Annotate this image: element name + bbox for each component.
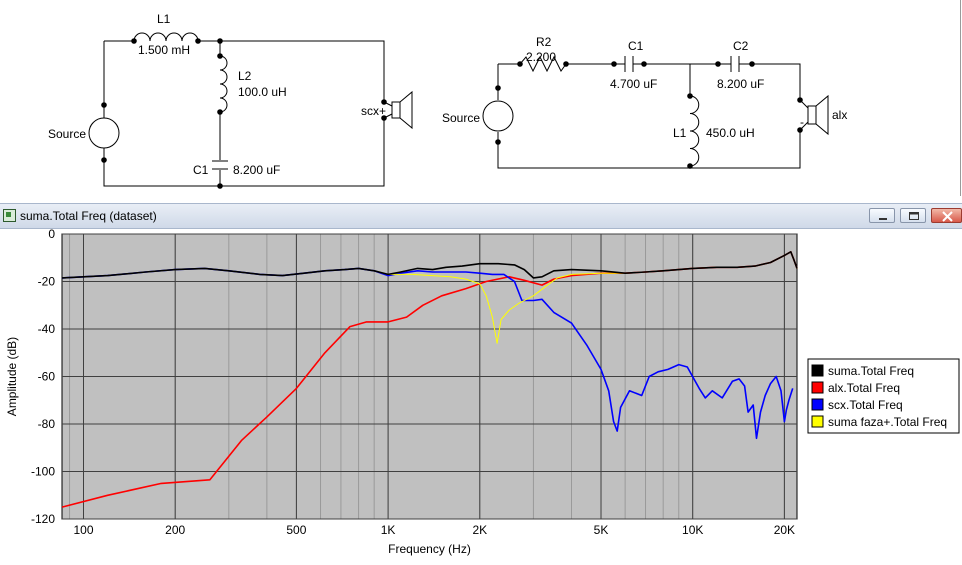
x-tick-label: 200 bbox=[165, 523, 185, 537]
maximize-button[interactable] bbox=[900, 208, 926, 223]
right-r2-ref: R2 bbox=[536, 35, 552, 49]
y-tick-label: -80 bbox=[38, 417, 56, 431]
right-c2-capacitor-icon bbox=[728, 56, 742, 72]
legend-box bbox=[807, 358, 960, 434]
legend: suma.Total Freq alx.Total Freq scx.Total F… bbox=[807, 358, 960, 434]
x-axis-ticks: 100 200 500 1K 2K 5K 10K 20K bbox=[73, 523, 795, 537]
y-tick-label: 0 bbox=[48, 228, 55, 241]
minimize-button[interactable] bbox=[869, 208, 895, 223]
right-r2-value: 2.200 bbox=[526, 50, 556, 64]
x-tick-label: 20K bbox=[774, 523, 795, 537]
x-axis-label: Frequency (Hz) bbox=[388, 542, 471, 556]
y-tick-label: -120 bbox=[31, 512, 55, 526]
right-r2-resistor-icon bbox=[519, 55, 567, 73]
chart-svg: 100 200 500 1K 2K 5K 10K 20K 0 -20 -40 -60 -80 -100 -… bbox=[5, 227, 960, 556]
x-tick-label: 500 bbox=[286, 523, 306, 537]
left-l2-coil-icon bbox=[219, 55, 228, 113]
left-l1-ref: L1 bbox=[157, 12, 171, 26]
legend-entry: alx.Total Freq bbox=[828, 381, 900, 395]
y-axis-ticks: 0 -20 -40 -60 -80 -100 -120 bbox=[31, 227, 56, 526]
right-l1-ref: L1 bbox=[673, 126, 687, 140]
schematic-canvas: L1 1.500 mH L2 100.0 uH C1 8.200 uF Sour… bbox=[48, 12, 847, 189]
y-axis-label: Amplitude (dB) bbox=[5, 337, 19, 416]
left-c1-value: 8.200 uF bbox=[233, 163, 280, 177]
x-tick-label: 2K bbox=[472, 523, 487, 537]
left-junction-dots bbox=[101, 38, 387, 189]
right-speaker-icon bbox=[799, 94, 829, 136]
schematic-frame bbox=[0, 0, 961, 196]
frequency-response-plot[interactable]: 100 200 500 1K 2K 5K 10K 20K 0 -20 -40 -60 -80 -100 -… bbox=[0, 227, 962, 560]
left-speaker-icon bbox=[383, 90, 413, 130]
right-c2-ref: C2 bbox=[733, 39, 749, 53]
right-junction-dots bbox=[495, 61, 803, 169]
right-driver-label: alx bbox=[832, 108, 847, 122]
left-source-label: Source bbox=[48, 127, 86, 141]
legend-entry: suma faza+.Total Freq bbox=[828, 415, 947, 429]
y-tick-label: -20 bbox=[38, 275, 56, 289]
close-button[interactable] bbox=[931, 208, 962, 223]
schematic-area: L1 1.500 mH L2 100.0 uH C1 8.200 uF Sour… bbox=[0, 0, 962, 198]
legend-swatch bbox=[811, 415, 824, 428]
right-c1-value: 4.700 uF bbox=[610, 77, 657, 91]
right-l1-value: 450.0 uH bbox=[706, 126, 755, 140]
x-tick-label: 5K bbox=[594, 523, 609, 537]
legend-swatch bbox=[811, 398, 824, 411]
x-tick-label: 10K bbox=[682, 523, 703, 537]
x-tick-label: 100 bbox=[73, 523, 93, 537]
left-crossover-circuit bbox=[88, 32, 413, 189]
dataset-window-icon[interactable] bbox=[3, 209, 16, 222]
series-line-suma-total-freq bbox=[61, 250, 798, 279]
left-l1-value: 1.500 mH bbox=[138, 43, 190, 57]
right-c2-value: 8.200 uF bbox=[717, 77, 764, 91]
legend-entry: scx.Total Freq bbox=[828, 398, 903, 412]
close-icon bbox=[942, 211, 953, 222]
left-c1-capacitor-icon bbox=[212, 160, 228, 170]
window-titlebar[interactable]: suma.Total Freq (dataset) bbox=[0, 203, 962, 229]
y-tick-label: -60 bbox=[38, 370, 56, 384]
right-l1-coil-icon bbox=[689, 95, 700, 167]
legend-swatch bbox=[811, 364, 824, 377]
x-tick-label: 1K bbox=[381, 523, 396, 537]
right-crossover-circuit bbox=[482, 55, 829, 169]
y-tick-label: -100 bbox=[31, 465, 55, 479]
dataset-window: suma.Total Freq (dataset) 100 200 500 1K 2K 5… bbox=[0, 203, 962, 560]
right-c1-capacitor-icon bbox=[622, 56, 636, 72]
left-driver-label: scx+ bbox=[361, 104, 386, 118]
left-l1-coil-icon bbox=[133, 32, 199, 42]
left-source-icon bbox=[88, 105, 120, 149]
left-l2-ref: L2 bbox=[238, 69, 252, 83]
legend-entry: suma.Total Freq bbox=[828, 364, 914, 378]
right-driver-polarity: - bbox=[800, 115, 804, 129]
window-title: suma.Total Freq (dataset) bbox=[20, 209, 157, 223]
y-tick-label: -40 bbox=[38, 322, 56, 336]
left-l2-value: 100.0 uH bbox=[238, 85, 287, 99]
right-source-icon bbox=[482, 100, 514, 132]
legend-swatch bbox=[811, 381, 824, 394]
right-source-label: Source bbox=[442, 111, 480, 125]
right-c1-ref: C1 bbox=[628, 39, 644, 53]
series-lines bbox=[61, 250, 798, 508]
left-c1-ref: C1 bbox=[193, 163, 209, 177]
